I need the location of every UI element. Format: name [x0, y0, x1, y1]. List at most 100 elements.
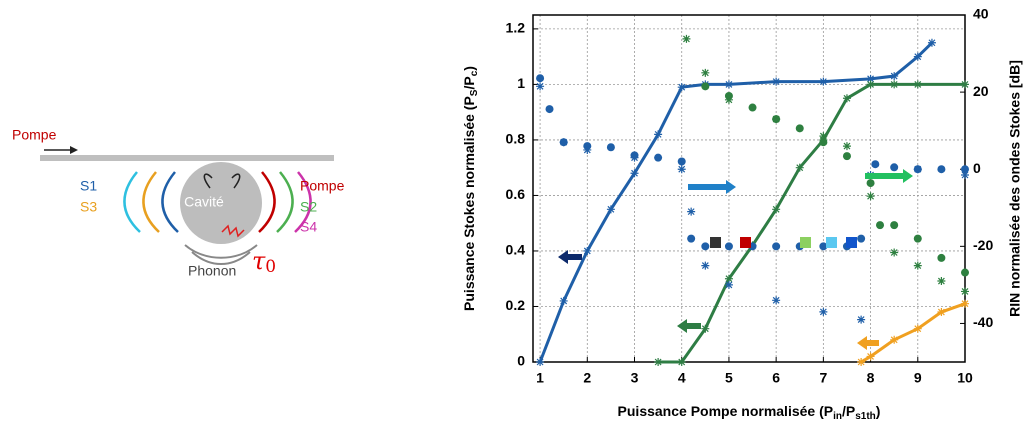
point — [559, 296, 568, 305]
x-tick-label: 9 — [914, 370, 922, 386]
s-arc — [123, 171, 141, 233]
point — [866, 74, 875, 83]
s2-label: S2 — [300, 199, 317, 215]
point — [630, 153, 639, 162]
arrow — [865, 169, 913, 183]
point — [890, 80, 899, 89]
point — [857, 358, 866, 366]
point — [842, 142, 851, 151]
point — [772, 205, 781, 214]
point — [654, 358, 663, 366]
x-tick-label: 3 — [631, 370, 639, 386]
s3-label: S3 — [80, 199, 97, 215]
phonon-arc — [191, 251, 251, 265]
point — [701, 242, 710, 251]
s1-label: S1 — [80, 178, 97, 194]
point — [961, 299, 969, 308]
y-tick-label: 0.6 — [506, 186, 526, 202]
x-axis-label-part: in — [833, 411, 842, 422]
point — [724, 242, 733, 251]
x-axis-label-part: /P — [842, 403, 855, 419]
y-tick-label: 0.4 — [506, 242, 526, 258]
point — [913, 52, 922, 61]
point — [654, 153, 663, 162]
point — [772, 242, 781, 251]
point — [677, 358, 686, 366]
s-arc — [276, 171, 294, 233]
point — [871, 160, 880, 169]
y-tick-label: 1 — [517, 75, 525, 91]
color-square — [740, 237, 751, 248]
point — [857, 234, 866, 243]
tau: τ — [252, 247, 266, 275]
point — [866, 80, 875, 89]
pump-label: Pompe — [12, 127, 57, 143]
point — [701, 82, 710, 91]
y-tick-label: 0.8 — [506, 131, 526, 147]
point — [682, 34, 691, 43]
x-tick-label: 6 — [772, 370, 780, 386]
coupling-arc — [231, 173, 241, 189]
point — [536, 82, 545, 91]
x-tick-label: 7 — [819, 370, 827, 386]
y2-tick-label: 0 — [973, 160, 981, 176]
point — [961, 165, 969, 174]
point — [606, 205, 615, 214]
arrow — [688, 180, 736, 194]
point — [677, 83, 686, 92]
point — [927, 38, 936, 47]
color-square — [826, 237, 837, 248]
point — [866, 352, 875, 361]
point — [772, 115, 781, 124]
x-axis-label-part: Puissance Pompe normalisée (P — [618, 403, 834, 419]
point — [701, 68, 710, 77]
y2-tick-label: -40 — [973, 314, 993, 330]
point — [961, 80, 969, 89]
tau-label: τ0 — [252, 247, 276, 277]
y2-tick-label: 20 — [973, 83, 989, 99]
x-tick-label: 5 — [725, 370, 733, 386]
point — [795, 124, 804, 133]
x-tick-label: 10 — [957, 370, 973, 386]
point — [890, 72, 899, 81]
x-tick-label: 8 — [867, 370, 875, 386]
point — [890, 248, 899, 257]
point — [701, 324, 710, 333]
point — [795, 163, 804, 172]
point — [937, 308, 946, 317]
y-axis-label-part: c — [469, 70, 480, 76]
x-tick-label: 1 — [536, 370, 544, 386]
s-arc — [294, 171, 312, 233]
point — [842, 94, 851, 103]
decay-wave — [221, 224, 245, 238]
series-line — [658, 82, 965, 364]
point — [961, 171, 969, 180]
point — [937, 253, 946, 262]
s-arc — [161, 171, 179, 233]
y-axis-label: Puissance Stokes normalisée (PS/Pc) — [461, 66, 480, 311]
tau-sub: 0 — [265, 257, 276, 277]
series-line — [860, 302, 966, 364]
point — [819, 242, 828, 251]
point — [937, 277, 946, 286]
point — [687, 234, 696, 243]
phonon-arc — [184, 244, 258, 259]
arrowhead — [70, 146, 78, 154]
point — [724, 280, 733, 289]
color-square — [846, 237, 857, 248]
point — [913, 80, 922, 89]
y-tick-label: 1.2 — [506, 20, 526, 36]
point — [842, 152, 851, 161]
point — [583, 145, 592, 154]
point — [748, 103, 757, 112]
point — [677, 165, 686, 174]
point — [961, 287, 969, 296]
point — [724, 80, 733, 89]
y2-tick-label: 40 — [973, 6, 989, 22]
color-square — [800, 237, 811, 248]
coupling-arc — [203, 173, 213, 189]
arrow — [677, 319, 701, 333]
y-tick-label: 0.2 — [506, 297, 526, 313]
point — [913, 234, 922, 243]
